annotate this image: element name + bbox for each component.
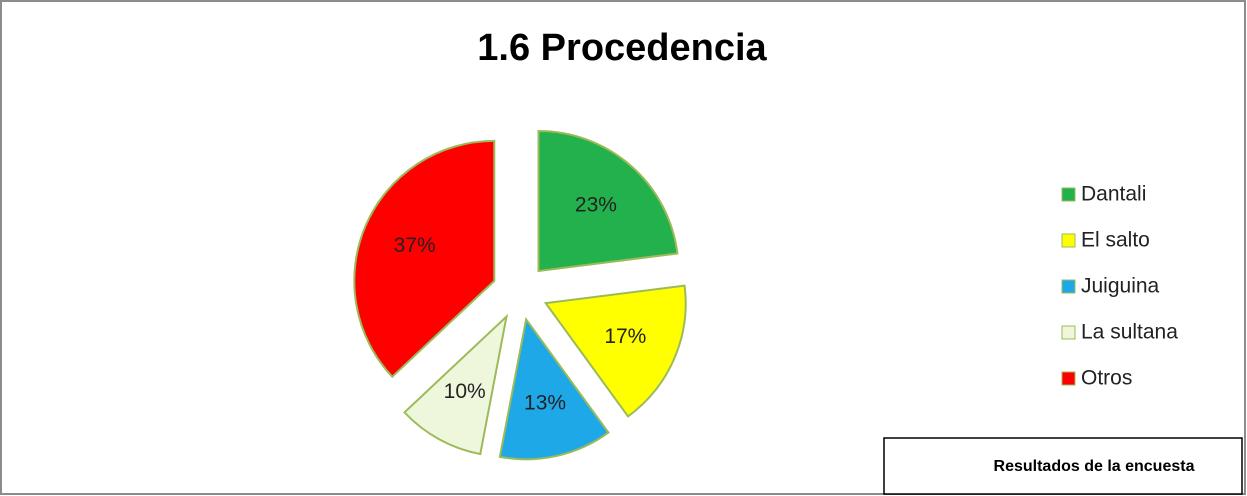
data-label: 10% (444, 380, 486, 403)
pie-slice (353, 139, 496, 379)
pie-slice (498, 316, 610, 461)
data-label: 13% (524, 392, 566, 415)
pie-slice (403, 313, 509, 456)
data-label: 37% (394, 234, 436, 257)
legend-label: La sultana (1081, 321, 1178, 344)
chart-title: 1.6 Procedencia (477, 27, 767, 69)
legend-swatch (1061, 279, 1076, 294)
legend-swatch (1061, 233, 1076, 248)
legend-swatch (1061, 371, 1076, 386)
pie-slice (537, 129, 679, 273)
legend-swatch (1061, 325, 1076, 340)
pie-slice (543, 284, 687, 418)
legend-label: Dantali (1081, 183, 1146, 206)
note-text: Resultados de la encuesta (994, 458, 1195, 475)
legend-swatch (1061, 187, 1076, 202)
note-box (883, 437, 1243, 495)
legend-label: El salto (1081, 229, 1150, 252)
legend-label: Otros (1081, 367, 1132, 390)
data-label: 17% (604, 325, 646, 348)
legend-label: Juiguina (1081, 275, 1160, 298)
data-label: 23% (575, 193, 617, 216)
